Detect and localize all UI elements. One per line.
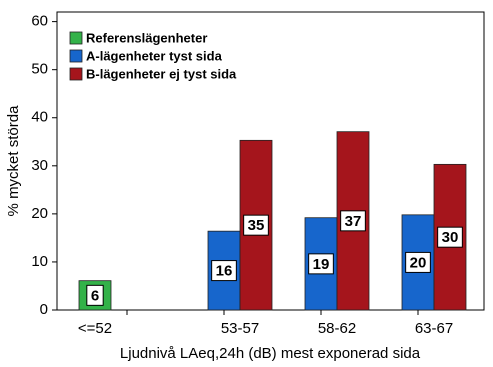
legend-swatch (69, 49, 83, 63)
y-tick-label: 30 (31, 157, 48, 174)
value-label-box (437, 226, 463, 248)
value-label-box (308, 253, 334, 275)
value-label: 20 (410, 254, 427, 271)
value-label-box (243, 214, 269, 236)
value-label: 35 (248, 217, 265, 234)
value-label-box (211, 260, 237, 282)
y-tick-label: 50 (31, 61, 48, 78)
y-tick-label: 60 (31, 13, 48, 30)
legend-swatch (69, 67, 83, 81)
y-axis-title: % mycket störda (5, 105, 22, 217)
value-label: 6 (91, 287, 99, 304)
legend-label: Referenslägenheter (86, 30, 207, 45)
x-tick-label: 63-67 (415, 320, 453, 337)
y-tick-label: 20 (31, 205, 48, 222)
legend-label: A-lägenheter tyst sida (86, 48, 223, 63)
value-label-box (340, 210, 366, 232)
value-label: 16 (216, 263, 233, 280)
legend-swatch (69, 31, 83, 45)
legend-label: B-lägenheter ej tyst sida (86, 66, 237, 81)
value-label: 19 (313, 256, 330, 273)
y-tick-label: 0 (40, 301, 48, 318)
x-tick-label: 53-57 (221, 320, 259, 337)
x-axis-title: Ljudnivå LAeq,24h (dB) mest exponerad si… (120, 345, 421, 362)
x-tick-label: 58-62 (318, 320, 356, 337)
x-tick-label: <=52 (78, 320, 112, 337)
y-tick-label: 10 (31, 253, 48, 270)
value-label: 37 (345, 213, 362, 230)
value-label: 30 (442, 229, 459, 246)
y-tick-label: 40 (31, 109, 48, 126)
value-label-box (86, 284, 104, 306)
value-label-box (405, 251, 431, 273)
